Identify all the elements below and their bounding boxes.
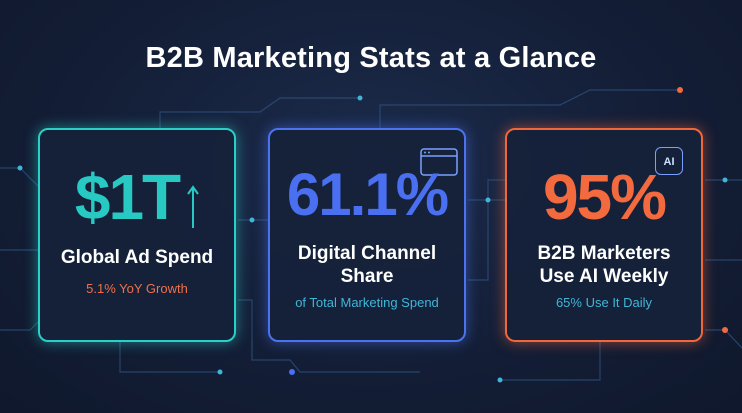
title: B2B Marketing Stats at a Glance — [145, 42, 597, 74]
browser-icon — [420, 148, 458, 176]
ai-icon: AI — [655, 147, 683, 175]
stat-sublabel: 5.1% YoY Growth — [86, 281, 188, 296]
stat-card: $1T Global Ad Spend 5.1% YoY Growth — [38, 128, 236, 342]
circuit-lines — [0, 89, 742, 381]
stat-label: Global Ad Spend — [60, 247, 214, 268]
up-arrow-icon — [187, 185, 199, 228]
stat-label: Digital Channel Share — [297, 243, 437, 287]
stat-card: 61.1% Digital Channel Share of Total Mar… — [268, 128, 466, 342]
stat-sublabel: of Total Marketing Spend — [295, 295, 439, 310]
stat-value: 95% — [542, 161, 667, 233]
stat-sublabel: 65% Use It Daily — [555, 295, 653, 310]
stat-card: AI 95% B2B Marketers Use AI Weekly 65% U… — [505, 128, 703, 342]
circuit-nodes — [17, 87, 728, 383]
stat-value: 61.1% — [286, 161, 449, 228]
stat-label: B2B Marketers Use AI Weekly — [537, 243, 671, 287]
stat-value: $1T — [74, 161, 181, 233]
